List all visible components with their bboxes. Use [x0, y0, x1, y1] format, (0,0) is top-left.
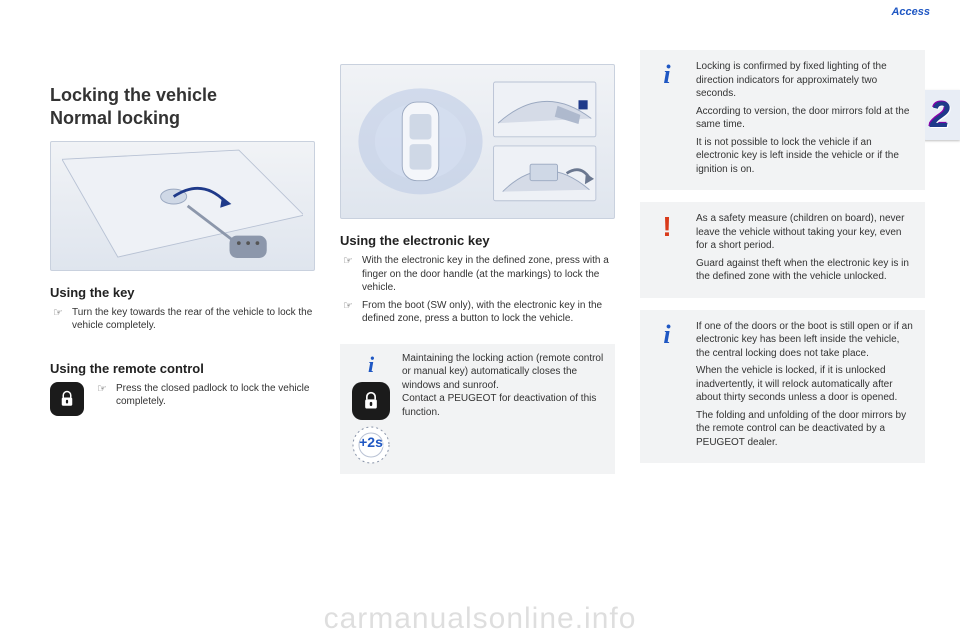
- info-line: Maintaining the locking action (remote c…: [402, 352, 607, 393]
- column-right: i Locking is confirmed by fixed lighting…: [640, 50, 925, 475]
- info-icon: i: [650, 58, 684, 92]
- info-line: It is not possible to lock the vehicle i…: [696, 136, 913, 177]
- padlock-icon: [352, 382, 390, 420]
- info-line: When the vehicle is locked, if it is unl…: [696, 364, 913, 405]
- title-line-2: Normal locking: [50, 108, 180, 128]
- figure-electronic-key: [340, 64, 615, 219]
- info-box-confirm: i Locking is confirmed by fixed lighting…: [640, 50, 925, 190]
- list-item: Press the closed padlock to lock the veh…: [94, 382, 315, 409]
- figure-key-lock: [50, 141, 315, 271]
- electronic-key-illustration: [352, 71, 603, 212]
- column-middle: Using the electronic key With the electr…: [340, 60, 615, 474]
- title-line-1: Locking the vehicle: [50, 85, 217, 105]
- key-lock-illustration: [62, 147, 304, 265]
- warning-box-safety: ! As a safety measure (children on board…: [640, 202, 925, 298]
- info-box-relock: i If one of the doors or the boot is sti…: [640, 310, 925, 464]
- list-item: From the boot (SW only), with the electr…: [340, 299, 615, 326]
- key-instructions: Turn the key towards the rear of the veh…: [50, 306, 315, 333]
- info-line: Locking is confirmed by fixed lighting o…: [696, 60, 913, 101]
- info-line: As a safety measure (children on board),…: [696, 212, 913, 253]
- watermark: carmanualsonline.info: [0, 602, 960, 636]
- list-item: Turn the key towards the rear of the veh…: [50, 306, 315, 333]
- chapter-badge: 2: [920, 90, 960, 140]
- list-item: With the electronic key in the defined z…: [340, 254, 615, 295]
- column-left: Locking the vehicle Normal locking Using…: [50, 60, 315, 416]
- section-using-remote: Using the remote control: [50, 361, 315, 376]
- info-icon-column: i +2s: [348, 352, 394, 466]
- info-hold-lock: i +2s Maintaining the locking action (re…: [340, 344, 615, 474]
- info-line: According to version, the door mirrors f…: [696, 105, 913, 132]
- manual-page: Access 2 Locking the vehicle Normal lock…: [0, 0, 960, 640]
- timer-label: +2s: [350, 434, 392, 450]
- page-title: Locking the vehicle Normal locking: [50, 84, 315, 131]
- info-line: The folding and unfolding of the door mi…: [696, 409, 913, 450]
- section-electronic-key: Using the electronic key: [340, 233, 615, 248]
- remote-instructions: Press the closed padlock to lock the veh…: [94, 382, 315, 416]
- padlock-icon: [50, 382, 84, 416]
- info-icon: i: [358, 352, 384, 378]
- electronic-key-instructions: With the electronic key in the defined z…: [340, 254, 615, 326]
- page-category: Access: [891, 6, 930, 18]
- info-text: Maintaining the locking action (remote c…: [402, 352, 607, 466]
- info-icon: i: [650, 318, 684, 352]
- info-line: If one of the doors or the boot is still…: [696, 320, 913, 361]
- timer-icon: +2s: [350, 424, 392, 466]
- section-using-key: Using the key: [50, 285, 315, 300]
- remote-block: Press the closed padlock to lock the veh…: [50, 382, 315, 416]
- info-line: Contact a PEUGEOT for deactivation of th…: [402, 392, 607, 419]
- info-line: Guard against theft when the electronic …: [696, 257, 913, 284]
- warning-icon: !: [650, 210, 684, 244]
